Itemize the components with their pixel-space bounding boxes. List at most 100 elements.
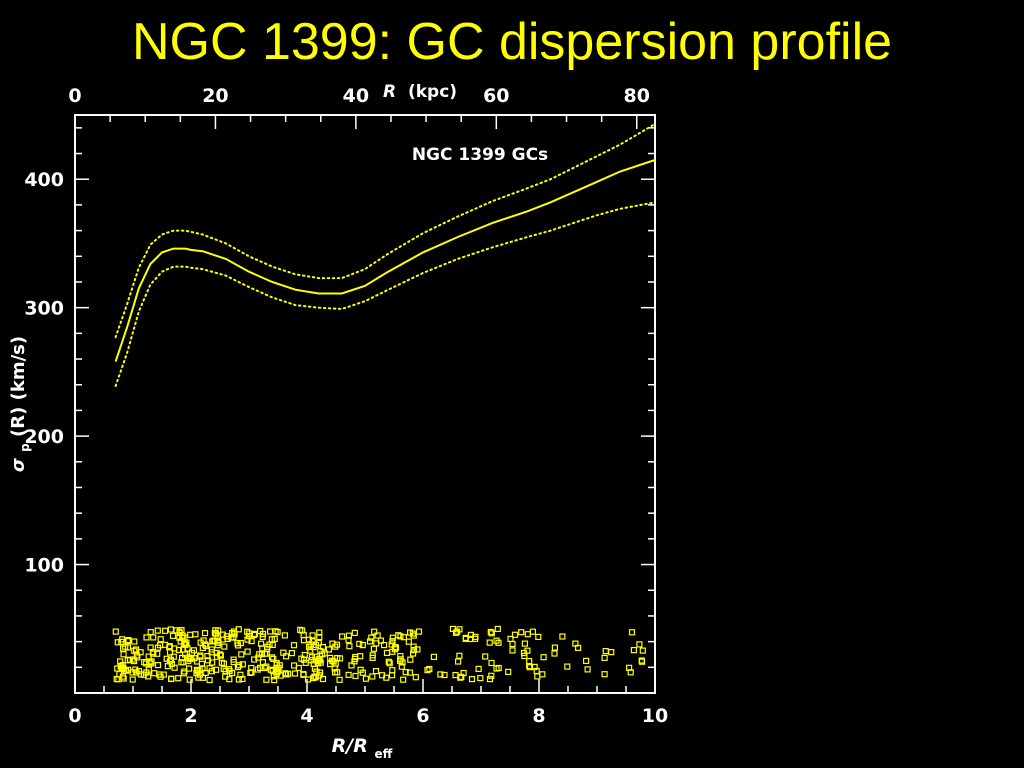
x-tick-label: 10 (642, 705, 668, 727)
gc-velocity-point (267, 666, 274, 673)
gc-velocity-point (551, 644, 559, 651)
gc-velocity-point (430, 653, 437, 661)
gc-velocity-point (154, 661, 162, 669)
top-tick-label: 0 (68, 85, 81, 107)
gc-velocity-point (307, 641, 314, 648)
gc-velocity-point (369, 673, 376, 680)
gc-velocity-point (206, 676, 213, 684)
gc-velocity-point (248, 669, 255, 676)
gc-velocity-point (263, 663, 270, 670)
gc-velocity-point (129, 676, 136, 683)
gc-velocity-point (518, 629, 525, 636)
gc-velocity-point (477, 674, 484, 682)
confidence-band-line (114, 123, 656, 339)
gc-velocity-point (511, 631, 519, 638)
gc-velocity-point (494, 625, 501, 633)
gc-velocity-point (559, 633, 566, 640)
gc-velocity-point (263, 676, 270, 683)
gc-velocity-point (201, 629, 209, 637)
gc-velocity-point (308, 657, 315, 664)
gc-velocity-point (220, 665, 227, 673)
gc-velocity-point (531, 663, 538, 671)
gc-velocity-point (269, 641, 276, 649)
gc-velocity-point (467, 631, 474, 639)
gc-velocity-point (529, 628, 537, 635)
gc-velocity-point (154, 627, 161, 634)
gc-velocity-point (283, 653, 290, 660)
gc-velocity-point (424, 666, 431, 674)
gc-velocity-point (251, 656, 258, 663)
gc-velocity-point (336, 676, 343, 683)
gc-velocity-point (290, 642, 298, 649)
gc-velocity-point (182, 641, 189, 648)
gc-velocity-point (366, 638, 374, 645)
gc-velocity-point (187, 631, 194, 638)
gc-velocity-point (486, 675, 494, 683)
gc-velocity-point (251, 631, 258, 639)
gc-velocity-point (248, 637, 255, 645)
gc-velocity-point (402, 668, 409, 676)
gc-velocity-point (316, 633, 323, 641)
gc-velocity-point (295, 664, 302, 672)
gc-velocity-point (259, 659, 266, 666)
gc-velocity-point (397, 633, 404, 640)
gc-velocity-point (468, 675, 476, 683)
gc-velocity-point (526, 657, 533, 665)
gc-velocity-point (212, 630, 219, 637)
gc-velocity-point (520, 649, 528, 657)
gc-velocity-point (381, 641, 388, 649)
gc-velocity-point (319, 651, 326, 658)
gc-velocity-point (482, 653, 489, 660)
gc-velocity-point (628, 629, 636, 636)
dispersion-line (114, 159, 656, 362)
gc-velocity-point (602, 647, 609, 655)
gc-velocity-point (135, 667, 143, 675)
gc-velocity-point (397, 656, 404, 663)
gc-velocity-point (234, 642, 242, 649)
gc-velocity-point (524, 631, 531, 638)
gc-velocity-point (386, 660, 393, 667)
gc-velocity-point (584, 666, 591, 673)
gc-velocity-point (374, 632, 381, 639)
top-tick-label: 40 (343, 85, 369, 107)
gc-velocity-point (317, 659, 324, 666)
gc-velocity-point (638, 657, 645, 664)
y-tick-label: 200 (24, 426, 64, 448)
gc-velocity-point (125, 666, 132, 673)
gc-velocity-point (208, 646, 215, 653)
gc-velocity-point (119, 645, 127, 652)
gc-velocity-point (154, 644, 161, 651)
gc-velocity-point (274, 628, 281, 636)
gc-velocity-point (251, 630, 258, 638)
gc-velocity-point (601, 671, 608, 678)
gc-velocity-point (378, 672, 386, 679)
x-tick-label: 0 (68, 705, 81, 727)
gc-velocity-point (148, 658, 155, 665)
gc-velocity-point (270, 655, 277, 663)
gc-velocity-point (639, 647, 646, 654)
gc-velocity-point (392, 643, 399, 651)
gc-velocity-point (281, 632, 288, 639)
gc-velocity-point (346, 643, 353, 650)
gc-velocity-point (317, 669, 324, 676)
gc-velocity-point (213, 666, 220, 673)
gc-velocity-point (235, 676, 242, 683)
gc-velocity-point (230, 658, 237, 666)
x-tick-label: 6 (416, 705, 429, 727)
gc-velocity-point (334, 669, 341, 676)
gc-velocity-point (126, 656, 134, 663)
gc-velocity-point (309, 632, 316, 639)
gc-velocity-point (509, 647, 516, 654)
gc-velocity-point (131, 638, 138, 645)
gc-velocity-point (475, 665, 482, 673)
gc-velocity-point (308, 653, 316, 661)
x-axis-label-main: R/R (332, 735, 368, 757)
gc-velocity-point (407, 656, 414, 663)
gc-velocity-point (334, 654, 341, 662)
gc-velocity-point (221, 643, 228, 650)
gc-velocity-point (114, 639, 121, 646)
gc-velocity-point (486, 639, 493, 646)
gc-velocity-point (397, 657, 404, 665)
gc-velocity-point (283, 671, 290, 678)
gc-velocity-point (426, 665, 433, 673)
